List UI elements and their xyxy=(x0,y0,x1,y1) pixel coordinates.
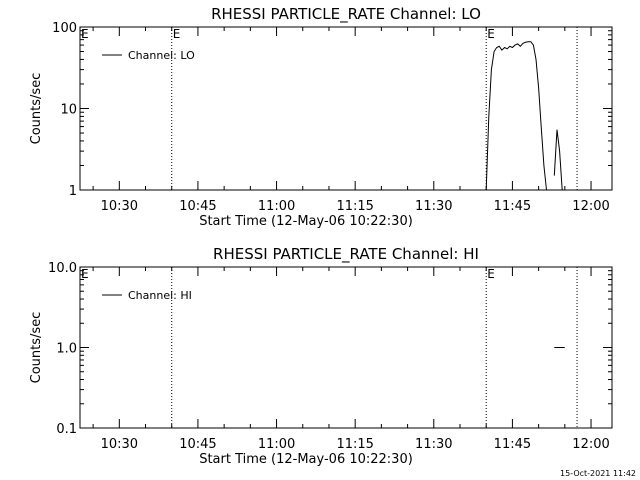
chart-panel-2 xyxy=(79,266,613,429)
legend-label: Channel: HI xyxy=(128,289,192,302)
legend-label: Channel: LO xyxy=(128,49,195,62)
event-marker-label: E xyxy=(487,27,495,41)
x-axis-label: Start Time (12-May-06 10:22:30) xyxy=(199,214,413,229)
y-tick-label: 1 xyxy=(69,184,77,199)
chart-panel-1 xyxy=(79,26,613,191)
y-axis-label: Counts/sec xyxy=(29,73,44,145)
y-tick-label: 0.1 xyxy=(56,422,77,437)
x-tick-label: 12:00 xyxy=(572,199,609,214)
event-marker-label: E xyxy=(81,267,89,281)
y-tick-label: 10 xyxy=(60,103,77,118)
event-marker-label: E xyxy=(81,27,89,41)
event-marker-label: E xyxy=(173,27,181,41)
x-tick-label: 11:30 xyxy=(415,199,452,214)
x-tick-label: 12:00 xyxy=(572,437,609,452)
x-tick-label: 11:45 xyxy=(494,437,531,452)
x-axis-label: Start Time (12-May-06 10:22:30) xyxy=(199,452,413,467)
y-axis-label: Counts/sec xyxy=(29,312,44,384)
x-tick-label: 11:00 xyxy=(258,199,295,214)
x-tick-label: 11:15 xyxy=(336,437,373,452)
y-tick-label: 100 xyxy=(52,21,77,36)
x-tick-label: 10:45 xyxy=(179,199,216,214)
x-tick-label: 10:30 xyxy=(101,437,138,452)
x-tick-label: 10:45 xyxy=(179,437,216,452)
x-tick-label: 11:45 xyxy=(494,199,531,214)
x-tick-label: 10:30 xyxy=(101,199,138,214)
chart-title: RHESSI PARTICLE_RATE Channel: LO xyxy=(211,5,481,24)
footer-timestamp: 15-Oct-2021 11:42 xyxy=(560,469,636,478)
event-marker-label: E xyxy=(487,267,495,281)
y-tick-label: 10.0 xyxy=(48,261,77,276)
x-tick-label: 11:00 xyxy=(258,437,295,452)
chart-title: RHESSI PARTICLE_RATE Channel: HI xyxy=(213,245,479,264)
x-tick-label: 11:30 xyxy=(415,437,452,452)
x-tick-label: 11:15 xyxy=(336,199,373,214)
y-tick-label: 1.0 xyxy=(56,342,77,357)
series-line xyxy=(485,41,563,191)
